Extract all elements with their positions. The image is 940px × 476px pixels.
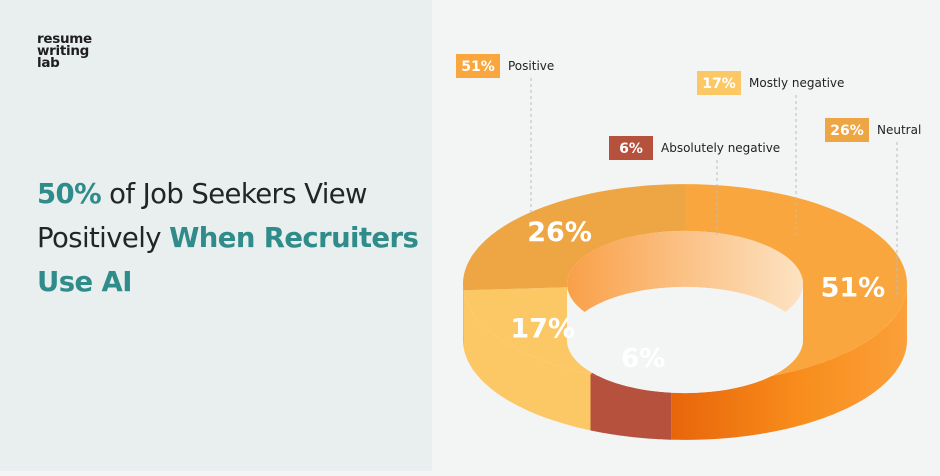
slice-value-label-neutral: 26% [527, 217, 592, 248]
legend-label: Neutral [877, 123, 921, 137]
donut-chart: 51% 6% 17% 26% 51% Positive 6% Absolutely negat… [432, 0, 940, 471]
legend-value: 6% [619, 141, 643, 157]
slice-value-label-mostly-negative: 17% [510, 314, 575, 345]
chart-panel: 51% 6% 17% 26% 51% Positive 6% Absolutely negat… [432, 0, 940, 471]
brand-logo: resume writing lab [37, 33, 92, 69]
title-panel: resume writing lab 50% of Job Seekers Vi… [0, 0, 432, 471]
legend-label: Positive [508, 59, 554, 73]
legend-value: 26% [830, 123, 864, 139]
legend-value: 51% [461, 59, 495, 75]
slice-value-label-absolutely-negative: 6% [621, 344, 665, 374]
legend-value: 17% [702, 76, 736, 92]
legend-item-positive: 51% Positive [456, 54, 554, 215]
page-title: 50% of Job Seekers View Positively When … [37, 172, 427, 304]
legend-label: Mostly negative [749, 76, 844, 90]
legend-label: Absolutely negative [661, 141, 780, 155]
headline-highlight-stat: 50% [37, 178, 101, 210]
slice-value-label-positive: 51% [821, 272, 886, 303]
